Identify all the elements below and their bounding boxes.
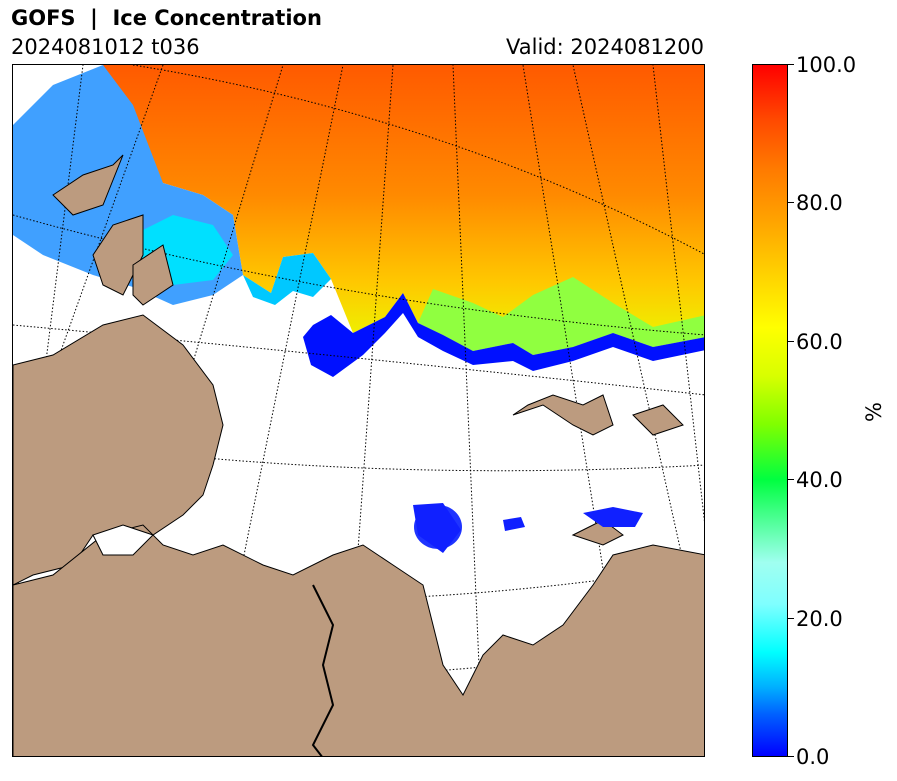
- colorbar-tick: [788, 341, 794, 342]
- colorbar-tick-label: 100.0: [796, 53, 857, 77]
- ice-edge-low: [303, 293, 704, 377]
- colorbar-tick: [788, 202, 794, 203]
- land: [13, 154, 704, 756]
- colorbar-tick-label: 0.0: [796, 745, 830, 769]
- colorbar-tick-label: 80.0: [796, 191, 843, 215]
- init-lead-time: 2024081012 t036: [11, 35, 200, 59]
- colorbar-tick-label: 20.0: [796, 607, 843, 631]
- map-title: GOFS | Ice Concentration: [11, 6, 322, 30]
- colorbar: [752, 64, 788, 757]
- colorbar-unit-label: %: [861, 402, 886, 422]
- colorbar-tick-label: 60.0: [796, 330, 843, 354]
- colorbar-tick: [788, 64, 794, 65]
- river: [311, 584, 335, 756]
- colorbar-tick: [788, 756, 794, 757]
- ice-edge-mid: [418, 277, 704, 355]
- map-panel[interactable]: [12, 64, 705, 757]
- colorbar-tick: [788, 618, 794, 619]
- map-canvas: [13, 65, 704, 756]
- sea-ice-field: [103, 65, 704, 355]
- valid-time: Valid: 2024081200: [506, 35, 704, 59]
- colorbar-tick-label: 40.0: [796, 468, 843, 492]
- colorbar-tick: [788, 479, 794, 480]
